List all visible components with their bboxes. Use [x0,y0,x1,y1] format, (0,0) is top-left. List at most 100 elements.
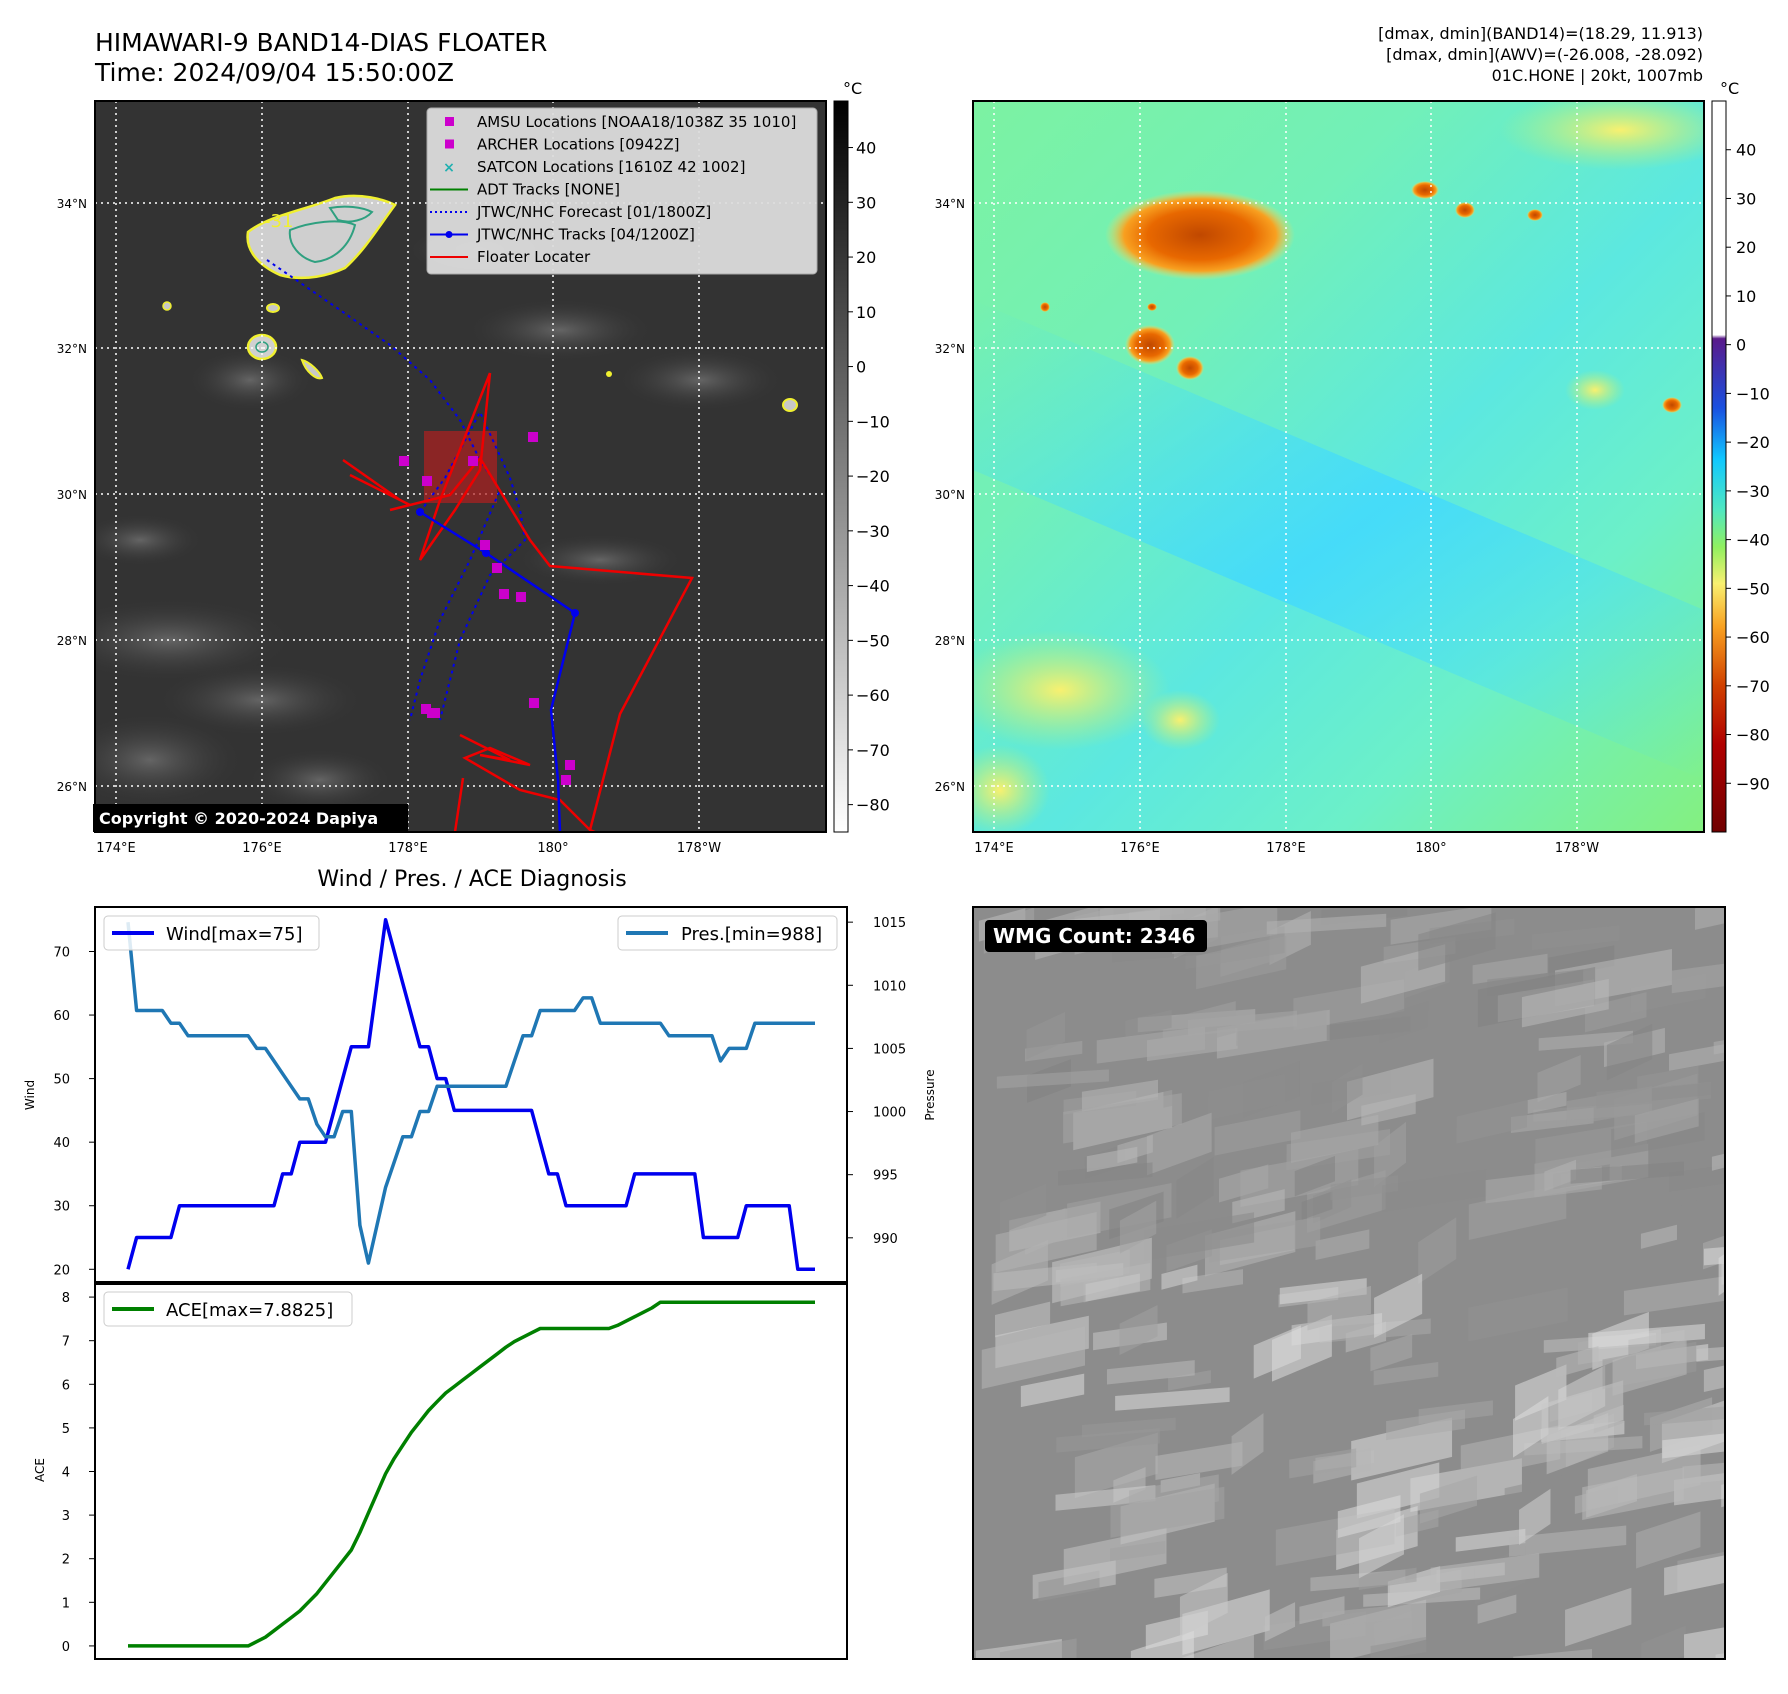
ir-colorbar-tick-label: −60 [856,686,890,705]
archer-amsu-marker [421,704,431,714]
wmg-cell [1541,1380,1624,1445]
awv-dry-band [973,300,1704,780]
wmg-cell [1515,1364,1567,1421]
wmg-cell [1196,935,1287,990]
awv-map: 174°E 176°E 178°E 180° 178°W 34°N 32°N 30°N 28°N… [935,100,1705,856]
wmg-cell [1290,1114,1379,1163]
lat-tick-label: 34°N [57,197,87,211]
wmg-cell [1299,1596,1345,1625]
wmg-cell [1374,1273,1423,1338]
wmg-cell [1472,953,1548,985]
ir-colorbar: °C 40 30 20 10 0 −10 −20 −30 −40 −50 −60 −70 −80 [833,79,890,833]
lon-tick-label: 180° [537,841,568,856]
wmg-cell [1294,1156,1335,1197]
awv-colorbar-tick-label: −30 [1736,482,1770,501]
ace-lines [128,1300,815,1648]
wmg-cell [1671,963,1725,994]
archer-amsu-marker [427,708,437,718]
pressure-tick-label: 1010 [873,979,906,994]
awv-colorbar-tick-label: 10 [1736,287,1756,306]
wmg-cell [1418,1217,1457,1284]
wmg-cell [1330,1175,1399,1201]
ace-legend-label: ACE[max=7.8825] [166,1300,333,1321]
wmg-cell [1209,1216,1321,1263]
ace-tick-label: 3 [62,1509,70,1524]
legend-label: AMSU Locations [NOAA18/1038Z 35 1010] [477,113,796,131]
wmg-cell [1155,1441,1243,1480]
wmg-cell [1636,1511,1701,1569]
wmg-cell [1110,1486,1225,1538]
awv-colorbar-tick-label: −90 [1736,774,1770,793]
awv-map-axis-labels: 174°E 176°E 178°E 180° 178°W 34°N 32°N 30°N 28°N… [935,197,1599,856]
ace-tick-label: 4 [62,1466,70,1481]
ace-legend: ACE[max=7.8825] [103,1291,353,1327]
wind-legend-label: Wind[max=75] [166,924,303,945]
wmg-cell [1456,1100,1527,1144]
wmg-cell [995,1301,1051,1338]
ir-colorbar-tick-label: −50 [856,631,890,650]
pressure-legend-box [617,915,838,951]
ir-colorbar-tick-label: −20 [856,467,890,486]
ace-tick-label: 5 [62,1422,70,1437]
legend-label: JTWC/NHC Tracks [04/1200Z] [476,226,695,244]
track-overlays [266,259,694,832]
ir-colorbar-tick-label: −80 [856,796,890,815]
ir-map-frame [94,100,827,833]
wmg-cell [1682,1462,1725,1485]
wmg-cell [1585,992,1647,1033]
wmg-cell [1588,1323,1705,1349]
wind-plot-frame [94,906,848,1283]
pressure-tick-label: 995 [873,1169,898,1184]
wmg-cell [1119,1304,1158,1356]
legend-box [426,107,818,275]
wmg-cell [1386,1409,1466,1441]
wmg-cell [1331,1063,1363,1114]
wmg-cell [1721,1262,1725,1285]
archer-amsu-marker [422,476,432,486]
wmg-cell [1266,913,1387,935]
pressure-legend: Pres.[min=988] [617,915,838,951]
copyright-text: Copyright © 2020-2024 Dapiya [99,809,378,828]
wmg-cell [1063,1093,1182,1144]
legend-label: ADT Tracks [NONE] [477,181,620,199]
wind-axis-label: Wind [23,1080,37,1110]
awv-colorbar-tick-label: 20 [1736,238,1756,257]
wmg-cell [1612,1338,1687,1396]
wmg-cell [1272,1314,1332,1382]
wmg-cell [1640,1224,1677,1249]
wind-tick-label: 60 [53,1009,70,1024]
ace-series-line [128,1300,815,1648]
lat-tick-label: 26°N [935,780,965,794]
ir-colorbar-tick-label: −40 [856,577,890,596]
floater-locator-line [342,455,694,831]
wmg-cell [1468,1183,1567,1240]
lat-tick-label: 28°N [57,634,87,648]
awv-range: [dmax, dmin](AWV)=(-26.008, -28.092) [1386,45,1703,64]
wmg-count-box [985,920,1207,952]
wmg-cell [1527,1091,1567,1114]
wmg-cell [1694,907,1725,930]
legend-label: Floater Locater [477,248,591,266]
wmg-cell [1361,1093,1416,1126]
map-legend: AMSU Locations [NOAA18/1038Z 35 1010] ARC… [426,107,818,275]
floater-locator-line [459,733,598,832]
lon-tick-label: 174°E [96,841,136,856]
storm-info: 01C.HONE | 20kt, 1007mb [1492,66,1703,85]
wmg-cell [1455,1528,1526,1552]
wmg-cell [1641,1625,1686,1659]
ace-plot-area [95,1284,847,1659]
wmg-cell [1430,1553,1540,1593]
lat-tick-label: 28°N [935,634,965,648]
wmg-cell [1358,1567,1417,1590]
plot-title: HIMAWARI-9 BAND14-DIAS FLOATER [95,28,547,57]
floater-locator-line [418,372,492,561]
archer-amsu-marker [468,456,478,466]
awv-colorbar-tick-label: −60 [1736,628,1770,647]
wmg-cell [1179,1572,1228,1637]
wmg-cell [1236,1009,1327,1046]
wmg-cell [1074,1432,1158,1499]
lon-tick-label: 178°E [1266,841,1306,856]
wmg-cell [1187,1010,1298,1036]
wmg-cell [1081,1079,1159,1112]
ir-colorbar-tick-label: 10 [856,303,876,322]
